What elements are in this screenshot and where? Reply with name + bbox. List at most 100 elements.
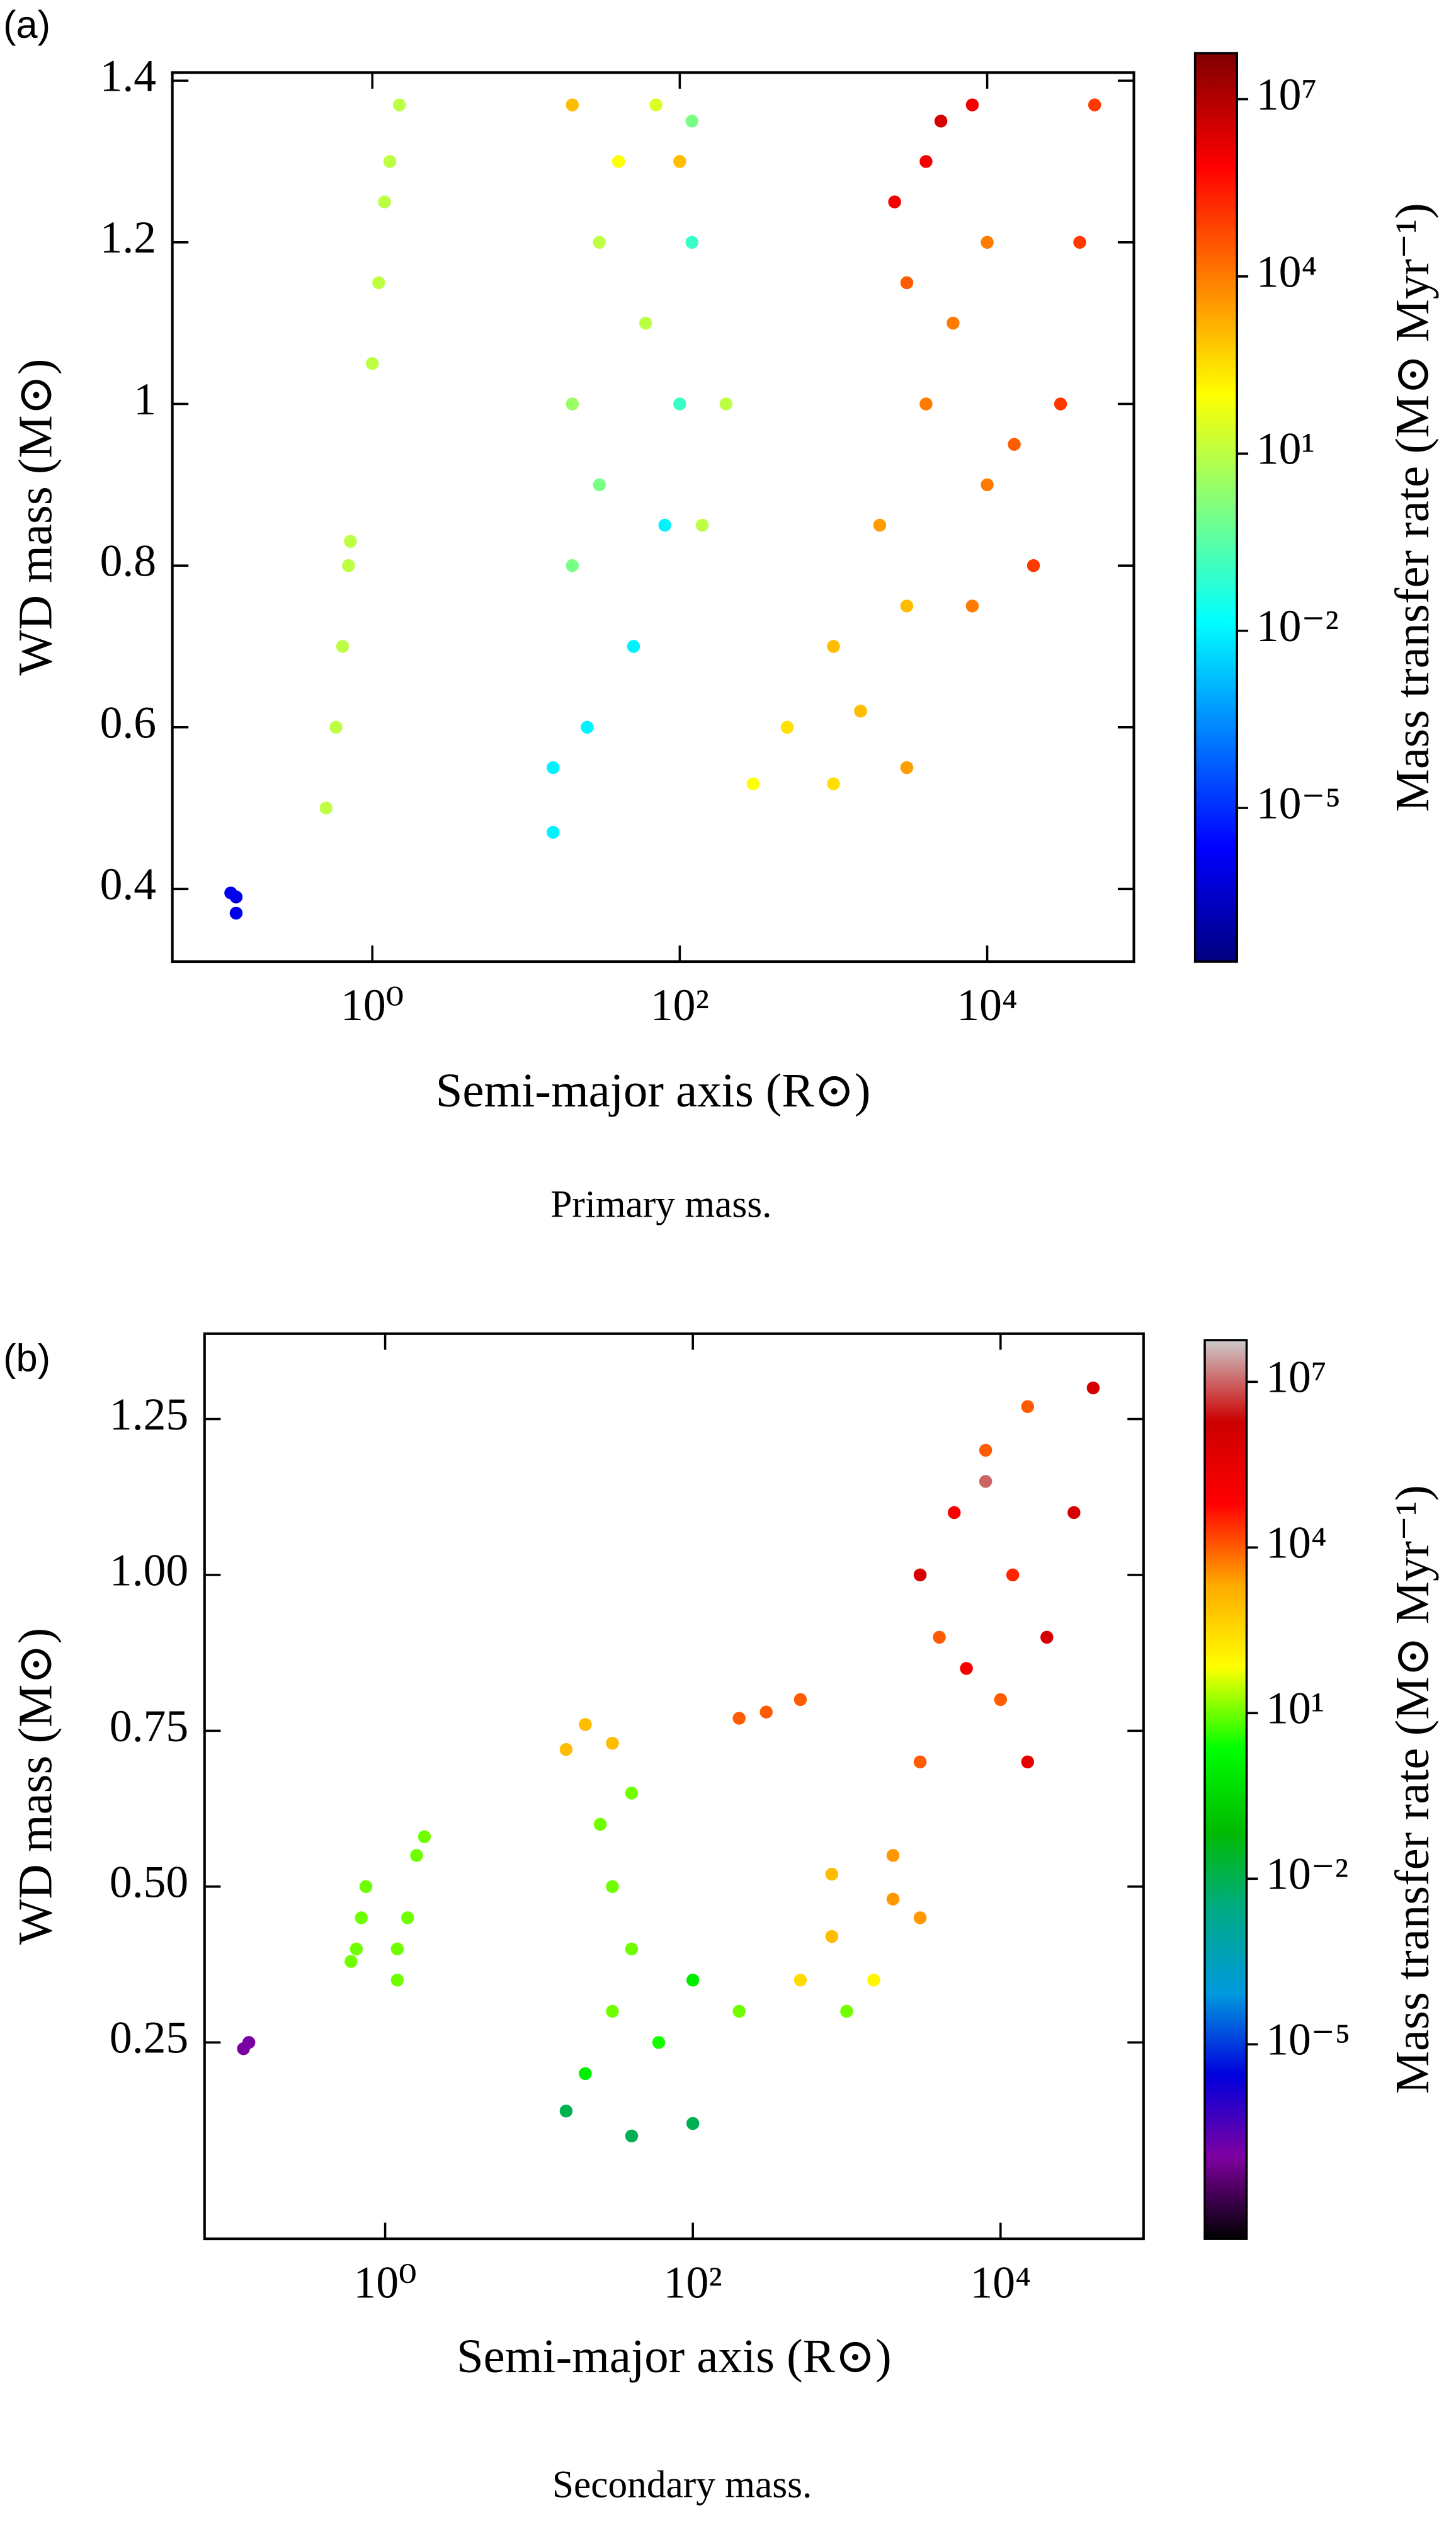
scatter-point [686, 1974, 700, 1987]
scatter-point [652, 2036, 666, 2049]
scatter-point [948, 1506, 961, 1520]
y-tick-label: 1.00 [110, 1545, 188, 1595]
scatter-point [390, 1974, 404, 1987]
y-tick-label: 0.50 [110, 1857, 188, 1907]
scatter-point [965, 600, 979, 613]
scatter-point [746, 777, 760, 790]
scatter-point [686, 2117, 700, 2130]
x-tick-label: 10² [664, 2258, 722, 2307]
scatter-point [566, 98, 579, 111]
scatter-point [566, 397, 579, 411]
colorbar-label: Mass transfer rate (M⊙ Myr⁻¹) [1385, 203, 1439, 812]
scatter-point [919, 155, 933, 168]
scatter-point [1008, 438, 1021, 451]
scatter-point [719, 397, 733, 411]
scatter-point [355, 1911, 368, 1924]
scatter-point [1021, 1400, 1035, 1413]
scatter-point [673, 155, 686, 168]
y-tick-label: 0.75 [110, 1702, 188, 1751]
plot-frame [203, 1332, 1145, 2241]
y-tick-label: 0.4 [100, 860, 157, 909]
scatter-point [732, 2004, 746, 2018]
scatter-point [392, 98, 406, 111]
scatter-point [372, 276, 385, 290]
y-tick-label: 1.4 [100, 52, 157, 101]
scatter-point [1040, 1630, 1054, 1644]
scatter-point [673, 397, 686, 411]
scatter-point [581, 720, 594, 734]
scatter-point [342, 559, 355, 572]
scatter-point [1021, 1755, 1035, 1769]
y-axis-label: WD mass (M⊙) [9, 359, 62, 676]
scatter-point [994, 1693, 1008, 1707]
scatter-point [350, 1942, 363, 1956]
scatter-point [979, 1443, 992, 1457]
scatter-point [649, 98, 663, 111]
colorbar-tick-label: 10⁻² [1256, 601, 1339, 651]
colorbar-tick-label: 10¹ [1266, 1684, 1324, 1734]
y-axis-label: WD mass (M⊙) [9, 1628, 62, 1945]
scatter-point [606, 1880, 619, 1894]
scatter-point [579, 2067, 592, 2081]
scatter-point [606, 2004, 619, 2018]
colorbar-tick-label: 10¹ [1256, 424, 1315, 474]
scatter-point [854, 704, 867, 718]
scatter-point [900, 761, 914, 775]
scatter-point [947, 316, 960, 330]
scatter-point [625, 1787, 639, 1800]
scatter-point [888, 195, 901, 208]
scatter-point [410, 1849, 423, 1862]
y-tick-label: 1 [134, 375, 156, 424]
scatter-point [329, 720, 343, 734]
scatter-point [873, 518, 887, 532]
scatter-point [900, 600, 914, 613]
scatter-point [627, 640, 640, 653]
y-tick-label: 0.25 [110, 2013, 188, 2063]
x-tick-label: 10⁰ [353, 2258, 416, 2307]
scatter-point [1054, 397, 1067, 411]
y-tick-label: 0.6 [100, 698, 157, 748]
scatter-point [365, 357, 379, 370]
scatter-point [625, 1942, 639, 1956]
scatter-point [793, 1974, 807, 1987]
scatter-point [840, 2004, 853, 2018]
plot-frame [171, 71, 1135, 964]
scatter-point [625, 2129, 639, 2143]
scatter-point [383, 155, 397, 168]
scatter-point [1027, 559, 1040, 572]
scatter-point [401, 1911, 414, 1924]
scatter-point [566, 559, 579, 572]
scatter-point [593, 236, 606, 249]
scatter-point [913, 1755, 927, 1769]
scatter-point [979, 1475, 992, 1488]
scatter-point [658, 518, 671, 532]
colorbar-tick-label: 10⁴ [1266, 1518, 1327, 1568]
scatter-point [593, 1817, 607, 1831]
scatter-point [1086, 1381, 1100, 1395]
scatter-point [793, 1693, 807, 1707]
scatter-point [559, 2104, 573, 2118]
scatter-point [639, 316, 652, 330]
scatter-point [825, 1867, 839, 1881]
scatter-point [344, 1955, 358, 1968]
colorbar [1203, 1339, 1248, 2240]
scatter-point [344, 535, 357, 548]
x-tick-label: 10⁴ [957, 981, 1018, 1030]
scatter-point [547, 826, 560, 839]
caption: Secondary mass. [552, 2464, 812, 2506]
x-axis-label: Semi-major axis (R⊙) [457, 2329, 892, 2383]
x-tick-label: 10⁴ [970, 2258, 1031, 2307]
scatter-point [827, 777, 840, 790]
scatter-point [336, 640, 350, 653]
scatter-point [418, 1830, 431, 1843]
scatter-point [1006, 1568, 1020, 1582]
scatter-point [886, 1849, 900, 1862]
scatter-point [378, 195, 391, 208]
scatter-point [319, 801, 333, 815]
scatter-point [913, 1911, 927, 1924]
panel-label: (b) [3, 1337, 50, 1380]
x-axis-label: Semi-major axis (R⊙) [436, 1064, 871, 1117]
scatter-point [1088, 98, 1101, 111]
scatter-point [934, 115, 948, 128]
